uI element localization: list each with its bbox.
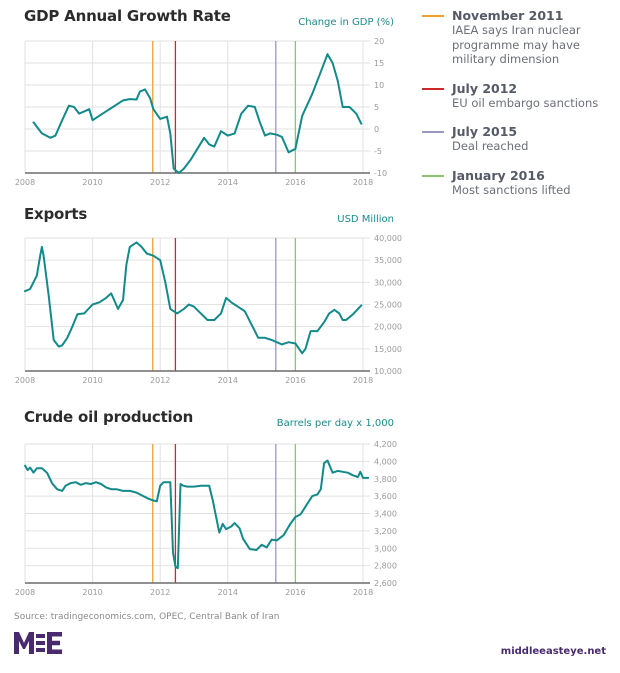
data-series-line <box>24 241 363 355</box>
legend-swatch-orange <box>422 15 444 17</box>
y-tick-label: 0 <box>374 125 379 134</box>
exports-unit-label: USD Million <box>337 214 394 225</box>
legend-description: Deal reached <box>452 139 529 153</box>
x-tick-label: 2010 <box>82 588 102 597</box>
x-tick-label: 2018 <box>353 588 373 597</box>
gdp-chart: 20 15 10 5 0 -5 -10 2008 2010 2012 2014 2016 2018 <box>15 37 387 187</box>
exports-chart-title: Exports <box>24 205 88 223</box>
x-tick-label: 2010 <box>82 376 102 385</box>
y-tick-label: 10,000 <box>374 367 402 376</box>
y-tick-label: 15,000 <box>374 345 402 354</box>
legend-item-nov-2011: November 2011 IAEA says Iran nuclear pro… <box>420 8 615 67</box>
y-tick-label: 25,000 <box>374 301 402 310</box>
crude-chart: 4,200 4,000 3,800 3,600 3,400 3,200 3,000 2,800… <box>15 440 397 597</box>
legend-date: January 2016 <box>452 167 545 183</box>
legend-item-jul-2015: July 2015 Deal reached <box>420 124 615 154</box>
legend-date: November 2011 <box>452 8 564 23</box>
event-legend: November 2011 IAEA says Iran nuclear pro… <box>420 8 615 211</box>
x-tick-label: 2012 <box>150 588 170 597</box>
x-tick-label: 2008 <box>15 178 35 187</box>
x-tick-label: 2016 <box>285 588 305 597</box>
y-tick-label: 5 <box>374 103 379 112</box>
x-tick-label: 2016 <box>285 376 305 385</box>
legend-item-jul-2012: July 2012 EU oil embargo sanctions <box>420 81 615 111</box>
mee-logo[interactable] <box>14 632 66 654</box>
source-note: Source: tradingeconomics.com, OPEC, Cent… <box>14 612 280 622</box>
y-tick-label: 3,800 <box>374 475 397 484</box>
y-tick-label: 2,600 <box>374 579 397 588</box>
x-tick-label: 2016 <box>285 178 305 187</box>
x-tick-label: 2012 <box>150 178 170 187</box>
y-tick-label: -10 <box>374 169 387 178</box>
y-tick-label: 35,000 <box>374 256 402 265</box>
data-series-line <box>32 53 363 174</box>
y-tick-label: 2,800 <box>374 562 397 571</box>
x-tick-label: 2014 <box>218 376 238 385</box>
legend-swatch-green <box>422 174 444 177</box>
exports-chart: 40,000 35,000 30,000 25,000 20,000 15,000 10,0… <box>15 234 402 385</box>
x-tick-label: 2012 <box>150 376 170 385</box>
site-link[interactable]: middleeasteye.net <box>500 646 606 657</box>
y-tick-label: 20 <box>374 37 384 46</box>
x-tick-label: 2008 <box>15 588 35 597</box>
x-tick-label: 2018 <box>353 376 373 385</box>
y-tick-label: -5 <box>374 147 382 156</box>
legend-date: July 2012 <box>452 80 518 96</box>
y-tick-label: 3,600 <box>374 492 397 501</box>
y-tick-label: 10 <box>374 81 384 90</box>
x-tick-label: 2018 <box>353 178 373 187</box>
x-tick-label: 2008 <box>15 376 35 385</box>
y-tick-label: 4,000 <box>374 457 397 466</box>
legend-date: July 2015 <box>452 124 518 139</box>
y-tick-label: 15 <box>374 59 384 68</box>
legend-description: EU oil embargo sanctions <box>452 95 599 110</box>
x-tick-label: 2014 <box>218 588 238 597</box>
y-tick-label: 4,200 <box>374 440 397 449</box>
y-tick-label: 3,000 <box>374 544 397 553</box>
x-tick-label: 2010 <box>82 178 102 187</box>
legend-swatch-red <box>422 87 444 90</box>
y-tick-label: 30,000 <box>374 278 402 287</box>
legend-description: Most sanctions lifted <box>452 182 571 197</box>
gdp-chart-title: GDP Annual Growth Rate <box>24 7 231 25</box>
y-tick-label: 3,400 <box>374 510 397 519</box>
legend-swatch-purple <box>422 131 444 133</box>
legend-item-jan-2016: January 2016 Most sanctions lifted <box>420 168 615 198</box>
y-tick-label: 40,000 <box>374 234 402 243</box>
legend-description: IAEA says Iran nuclear programme may hav… <box>452 23 581 66</box>
crude-chart-title: Crude oil production <box>24 408 194 426</box>
crude-unit-label: Barrels per day x 1,000 <box>276 418 394 429</box>
data-series-line <box>24 459 370 570</box>
y-tick-label: 3,200 <box>374 527 397 536</box>
gdp-unit-label: Change in GDP (%) <box>298 17 394 28</box>
y-tick-label: 20,000 <box>374 323 402 332</box>
x-tick-label: 2014 <box>218 178 238 187</box>
